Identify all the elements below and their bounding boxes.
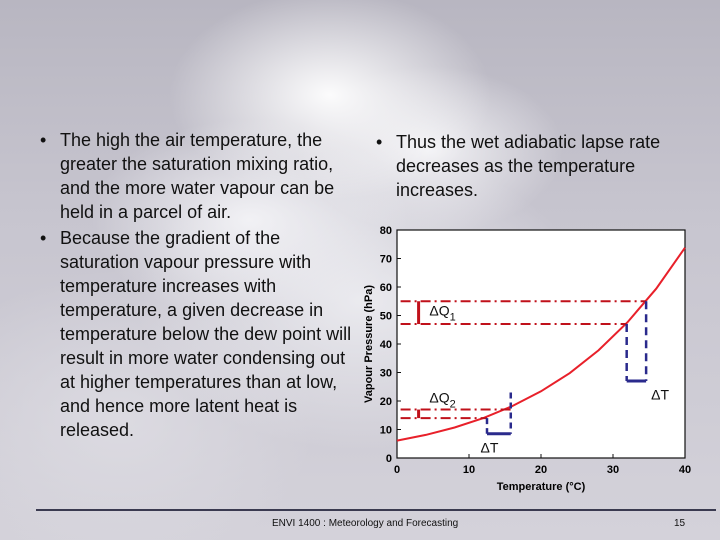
footer-course: ENVI 1400 : Meteorology and Forecasting bbox=[272, 518, 459, 529]
y-tick-label: 30 bbox=[380, 368, 392, 380]
dt1-label: ΔT bbox=[651, 387, 669, 403]
y-tick-label: 0 bbox=[386, 453, 392, 465]
dq2-label: ΔQ2 bbox=[429, 389, 455, 410]
x-tick-label: 40 bbox=[679, 464, 691, 476]
vapour-pressure-chart: 0 10 20 30 40 0 10 20 30 40 50 60 70 80 Temperature (°… bbox=[355, 215, 695, 495]
left-bullet-1-text: The high the air temperature, the greate… bbox=[60, 130, 335, 222]
bullet-dot: • bbox=[40, 130, 47, 150]
left-bullet-list: • The high the air temperature, the grea… bbox=[36, 128, 356, 444]
x-tick-label: 10 bbox=[463, 464, 475, 476]
page-number: 15 bbox=[674, 518, 686, 529]
y-tick-label: 80 bbox=[380, 225, 392, 237]
saturation-curve bbox=[396, 247, 686, 442]
y-tick-label: 40 bbox=[380, 339, 392, 351]
y-tick-label: 70 bbox=[380, 254, 392, 266]
y-tick-label: 60 bbox=[380, 282, 392, 294]
y-tick-label: 10 bbox=[380, 425, 392, 437]
x-tick-label: 20 bbox=[535, 464, 547, 476]
chart-svg: 0 10 20 30 40 0 10 20 30 40 50 60 70 80 Temperature (°… bbox=[363, 225, 691, 493]
right-bullet-1: • Thus the wet adiabatic lapse rate decr… bbox=[372, 130, 672, 202]
x-axis-label: Temperature (°C) bbox=[497, 481, 586, 493]
left-bullet-1: • The high the air temperature, the grea… bbox=[36, 128, 356, 224]
dt2-label: ΔT bbox=[481, 439, 499, 455]
bullet-dot: • bbox=[376, 132, 383, 152]
y-axis-label: Vapour Pressure (hPa) bbox=[363, 285, 375, 403]
y-tick-label: 20 bbox=[380, 396, 392, 408]
y-tick-label: 50 bbox=[380, 311, 392, 323]
footer-divider bbox=[36, 509, 716, 511]
left-bullet-2-text: Because the gradient of the saturation v… bbox=[60, 228, 352, 440]
right-bullet-list: • Thus the wet adiabatic lapse rate decr… bbox=[372, 130, 672, 204]
x-tick-label: 0 bbox=[394, 464, 400, 476]
right-bullet-1-text: Thus the wet adiabatic lapse rate decrea… bbox=[396, 132, 661, 200]
x-tick-label: 30 bbox=[607, 464, 619, 476]
bullet-dot: • bbox=[40, 228, 47, 248]
left-bullet-2: • Because the gradient of the saturation… bbox=[36, 226, 356, 442]
plot-area bbox=[396, 229, 686, 459]
dq1-label: ΔQ1 bbox=[429, 303, 455, 324]
